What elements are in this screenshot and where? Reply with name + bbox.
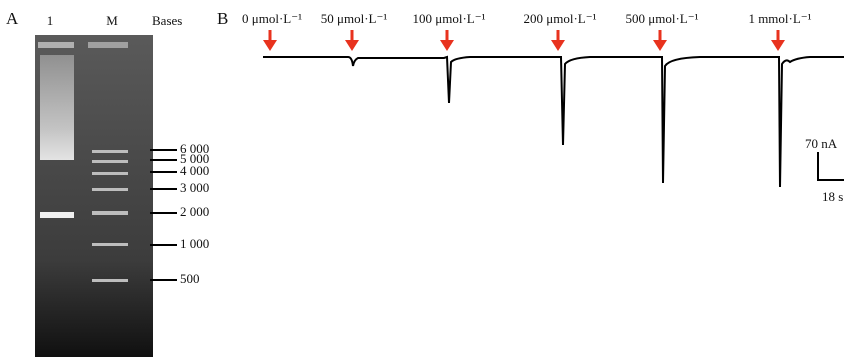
marker-label: 3 000 [180,180,209,195]
marker-label: 500 [180,271,200,286]
arrow-head [551,40,565,51]
scale-label: 70 nA [805,136,838,151]
marker-label: 1 000 [180,236,209,251]
scale-bar [818,152,844,180]
scale-label: 18 s [822,189,843,204]
current-trace [263,57,844,187]
addition-label: 500 μmol·L⁻¹ [626,11,699,26]
addition-label: 200 μmol·L⁻¹ [524,11,597,26]
addition-label: 50 μmol·L⁻¹ [321,11,388,26]
addition-label: 100 μmol·L⁻¹ [413,11,486,26]
panel-label: A [6,9,19,28]
addition-label: 0 μmol·L⁻¹ [242,11,302,26]
addition-label: 1 mmol·L⁻¹ [748,11,811,26]
arrow-head [345,40,359,51]
arrow-head [653,40,667,51]
arrow-head [771,40,785,51]
panel-label: B [217,9,228,28]
lane-label: M [106,13,118,28]
gel-image [35,35,153,357]
arrow-head [263,40,277,51]
arrow-head [440,40,454,51]
lane-label: 1 [47,13,54,28]
marker-label: 4 000 [180,163,209,178]
marker-title: Bases [152,13,182,28]
marker-label: 2 000 [180,204,209,219]
figure: A 1 M Bases B 70 nA 18 s 6 0005 0004 000… [0,0,844,357]
